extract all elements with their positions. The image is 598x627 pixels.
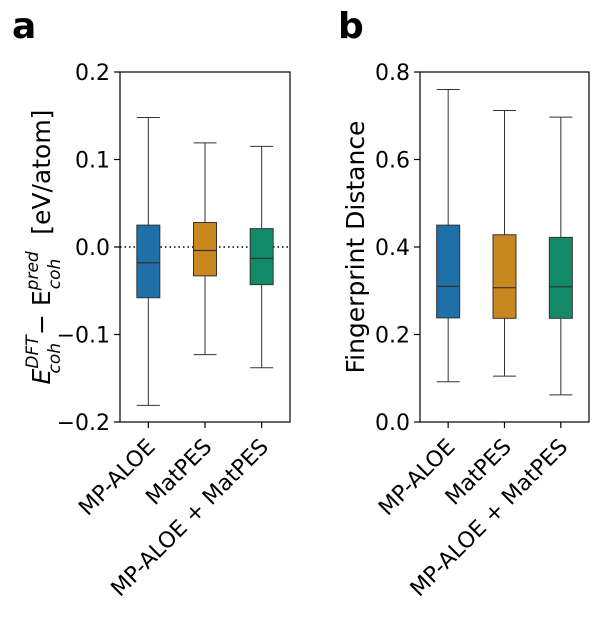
panel-a-ylabel-base: E <box>27 368 56 384</box>
panel-b-letter: b <box>338 6 364 47</box>
panel-a-ytick-label: 0.0 <box>75 236 110 261</box>
panel-a-ytick-label: −0.1 <box>57 324 110 349</box>
panel-a: a EDFT coh − Epred coh[eV/atom] −0.2−0.10.… <box>12 6 291 602</box>
panel-b: b Fingerprint Distance 0.0 0.2 0.4 0.6 0.8 MP… <box>338 6 590 602</box>
panel-b-category-label: MP-ALOE <box>374 435 460 521</box>
panel-a-ytick-label: 0.1 <box>75 149 110 174</box>
panel-b-box-0 <box>436 89 461 383</box>
panel-a-letter: a <box>12 6 36 47</box>
box-iqr <box>548 236 573 319</box>
box-iqr <box>249 228 274 286</box>
panel-a-category-label: MP-ALOE <box>74 435 160 521</box>
panel-a-ylabel-sub2: coh <box>45 259 65 290</box>
panel-a-ylabel: EDFT coh − Epred coh[eV/atom] <box>23 110 65 385</box>
panel-a-box-2 <box>249 145 274 369</box>
panel-b-ytick-label: 0.6 <box>375 149 410 174</box>
panel-a-box-1 <box>193 142 217 356</box>
box-iqr <box>193 222 217 277</box>
panel-a-ylabel-sub1: coh <box>45 343 65 374</box>
panel-a-ylabel-unit: [eV/atom] <box>27 110 56 235</box>
panel-a-ylabel-minus: − E <box>27 290 56 343</box>
panel-b-ytick-label: 0.2 <box>375 324 410 349</box>
panel-a-box-0 <box>136 117 161 406</box>
panel-a-ylabel-sup1: DFT <box>23 334 43 369</box>
box-iqr <box>136 224 161 299</box>
panel-a-ytick-label: 0.2 <box>75 61 110 86</box>
panel-a-ylabel-sup2: pred <box>23 251 43 291</box>
panel-b-box-1 <box>492 110 517 377</box>
panel-b-box-2 <box>548 116 573 396</box>
panel-b-ytick-label: 0.0 <box>375 411 410 436</box>
panel-a-ytick-label: −0.2 <box>57 411 110 436</box>
panel-b-ytick-label: 0.4 <box>375 236 410 261</box>
panel-b-ylabel: Fingerprint Distance <box>341 121 370 374</box>
box-iqr <box>492 234 517 319</box>
box-iqr <box>436 224 461 319</box>
panel-b-ytick-label: 0.8 <box>375 61 410 86</box>
